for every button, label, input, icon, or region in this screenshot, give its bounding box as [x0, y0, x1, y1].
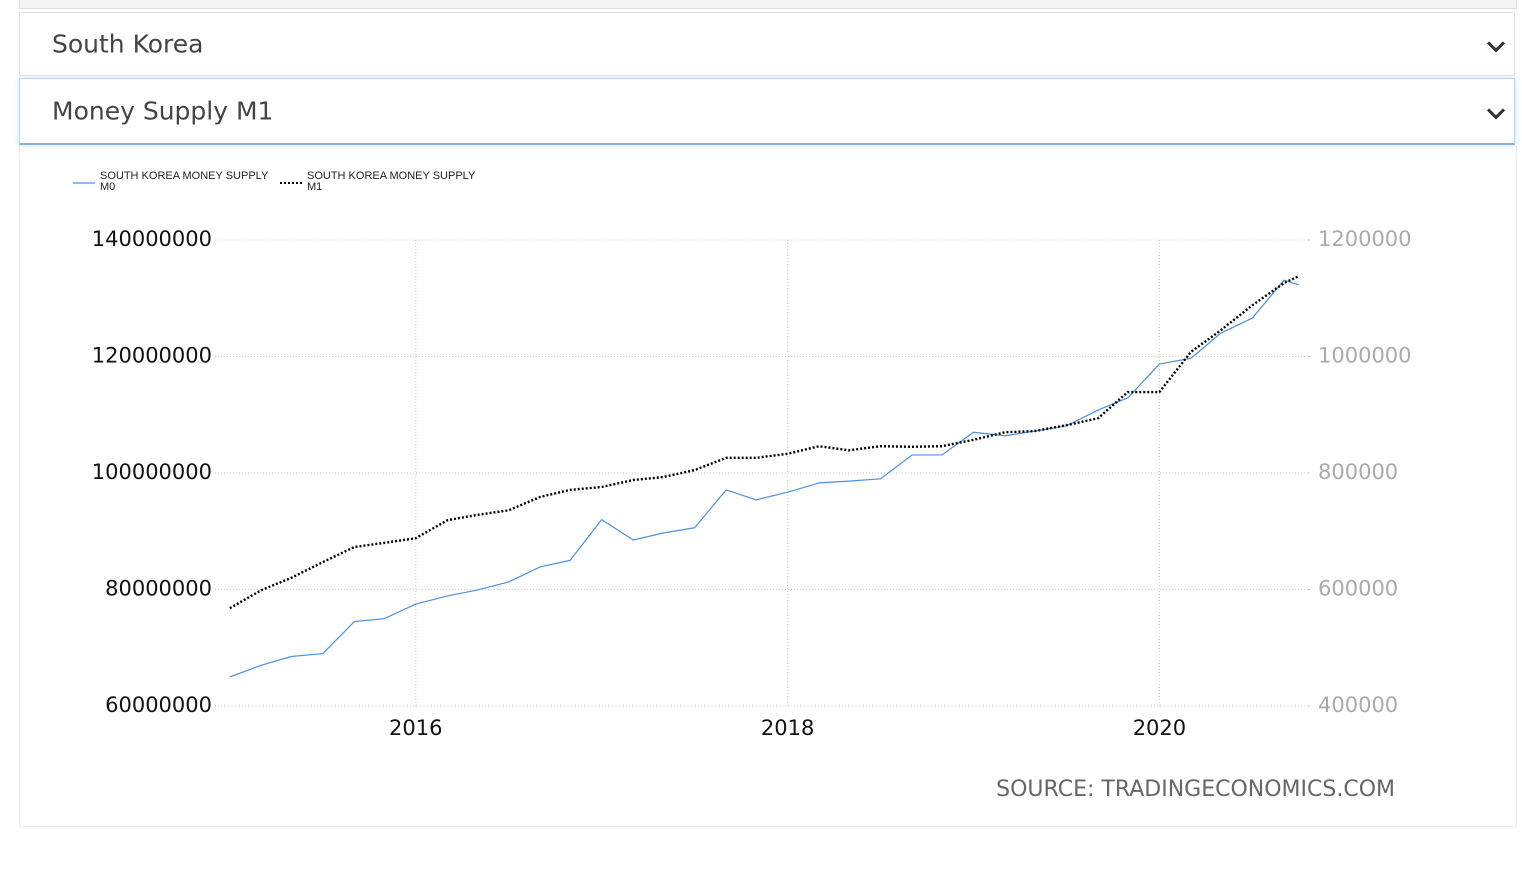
legend-label: SOUTH KOREA MONEY SUPPLY M0 [100, 170, 269, 193]
series-line [229, 279, 1300, 678]
y2-tick-label: 400000 [1318, 693, 1398, 717]
y-tick-label: 120000000 [92, 344, 212, 368]
y-tick-label: 60000000 [105, 693, 212, 717]
y2-tick-label: 600000 [1318, 577, 1398, 601]
country-dropdown[interactable]: South Korea [19, 12, 1515, 76]
x-tick-label: 2020 [1133, 716, 1186, 740]
y-tick-label: 80000000 [105, 577, 212, 601]
dropdown-label: South Korea [52, 29, 204, 59]
y-tick-label: 100000000 [92, 460, 212, 484]
chevron [1486, 108, 1506, 120]
x-tick-label: 2016 [389, 716, 442, 740]
x-tick-label: 2018 [761, 716, 814, 740]
source-note: SOURCE: TRADINGECONOMICS.COM [996, 777, 1395, 802]
panel-edge [19, 0, 1517, 9]
y-tick-label: 140000000 [92, 227, 212, 251]
chevron [1486, 41, 1506, 53]
y2-tick-label: 800000 [1318, 460, 1398, 484]
y2-tick-label: 1200000 [1318, 227, 1412, 251]
series-line [229, 275, 1300, 610]
legend-label: SOUTH KOREA MONEY SUPPLY M1 [307, 170, 476, 193]
indicator-dropdown[interactable]: Money Supply M1 [19, 78, 1515, 145]
y2-tick-label: 1000000 [1318, 344, 1412, 368]
dropdown-label: Money Supply M1 [52, 96, 274, 126]
chart-panel [19, 145, 1517, 827]
